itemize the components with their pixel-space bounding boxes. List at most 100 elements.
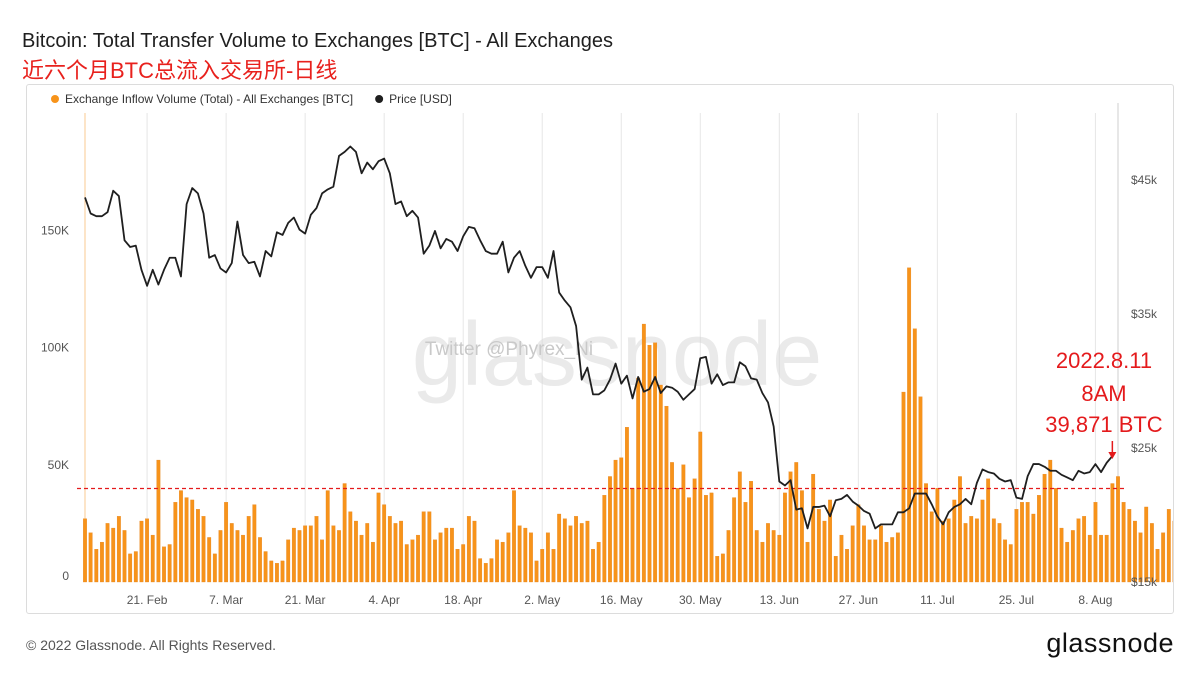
inflow-bar <box>1133 520 1137 583</box>
legend-label[interactable]: Exchange Inflow Volume (Total) - All Exc… <box>65 92 353 106</box>
legend-marker[interactable] <box>375 95 384 103</box>
annotation-text: 2022.8.11 <box>1056 348 1152 373</box>
inflow-bar <box>529 532 533 583</box>
inflow-bar <box>974 518 979 583</box>
y-left-tick-label: 0 <box>62 569 69 583</box>
inflow-bar <box>749 481 753 583</box>
inflow-bar <box>602 495 607 583</box>
inflow-bar <box>246 516 251 583</box>
inflow-bar <box>1020 502 1024 583</box>
inflow-bar <box>867 539 872 583</box>
inflow-bar <box>399 520 404 583</box>
inflow-bar <box>325 490 330 583</box>
inflow-bar <box>636 377 641 583</box>
legend-label[interactable]: Price [USD] <box>389 92 452 106</box>
inflow-bar <box>303 525 308 583</box>
inflow-bar <box>709 492 714 583</box>
inflow-bar <box>811 473 816 583</box>
inflow-bar <box>912 328 917 583</box>
inflow-bar <box>895 532 900 583</box>
inflow-bar <box>1155 549 1160 583</box>
x-tick-label: 27. Jun <box>839 593 878 607</box>
inflow-bar <box>562 518 567 583</box>
inflow-bar <box>692 478 697 583</box>
inflow-bar <box>884 541 889 583</box>
inflow-bar <box>387 516 392 583</box>
inflow-bar <box>1161 532 1166 583</box>
inflow-bar <box>1144 506 1149 583</box>
inflow-bar <box>269 560 274 583</box>
inflow-bar <box>1031 513 1036 583</box>
inflow-bar <box>1042 473 1047 583</box>
inflow-bar <box>839 534 844 583</box>
inflow-bar <box>466 516 471 583</box>
inflow-bar <box>483 563 488 583</box>
inflow-bar <box>991 518 996 583</box>
inflow-bar <box>218 530 223 583</box>
inflow-bar <box>308 525 313 583</box>
inflow-bar <box>963 523 968 583</box>
inflow-bar <box>100 541 104 583</box>
inflow-bar <box>94 549 99 583</box>
x-tick-label: 13. Jun <box>760 593 799 607</box>
inflow-bar <box>901 391 906 583</box>
inflow-bar <box>997 523 1002 583</box>
inflow-bar <box>1127 509 1132 583</box>
inflow-bar <box>167 544 172 583</box>
inflow-bar <box>969 516 974 583</box>
x-tick-label: 25. Jul <box>999 593 1034 607</box>
inflow-bar <box>545 532 550 583</box>
inflow-bar <box>568 525 573 583</box>
inflow-bar <box>630 488 635 583</box>
inflow-bar <box>873 539 878 583</box>
inflow-bar <box>455 549 460 583</box>
inflow-bar <box>737 471 742 583</box>
inflow-bar <box>1110 483 1115 583</box>
inflow-bar <box>523 527 528 583</box>
legend-marker[interactable] <box>51 95 59 103</box>
inflow-bar <box>958 476 962 583</box>
inflow-bar <box>805 541 810 583</box>
inflow-bar <box>574 516 578 583</box>
inflow-bar <box>365 523 370 583</box>
y-right-tick-label: $15k <box>1131 575 1158 589</box>
inflow-bar <box>280 560 285 583</box>
inflow-bar <box>579 523 584 583</box>
inflow-bar <box>670 462 674 583</box>
inflow-bar <box>625 427 629 583</box>
inflow-bar <box>619 457 624 583</box>
inflow-bar <box>438 532 443 583</box>
inflow-bar <box>935 488 940 583</box>
inflow-bar <box>557 513 562 583</box>
inflow-bar <box>506 532 511 583</box>
inflow-bar <box>1025 502 1030 583</box>
inflow-bar <box>551 549 556 583</box>
x-tick-label: 4. Apr <box>368 593 399 607</box>
inflow-bar <box>664 405 669 583</box>
inflow-bar <box>139 520 144 583</box>
x-tick-label: 11. Jul <box>920 593 954 607</box>
inflow-bar <box>133 551 138 583</box>
inflow-bar <box>258 537 262 583</box>
inflow-bar <box>687 497 691 583</box>
inflow-bar <box>320 539 324 583</box>
inflow-bar <box>128 553 133 583</box>
inflow-bar <box>845 549 849 583</box>
inflow-bar <box>291 527 296 583</box>
inflow-bar <box>478 558 483 583</box>
inflow-bar <box>348 511 353 583</box>
inflow-bar <box>698 431 703 583</box>
inflow-bar <box>828 499 833 583</box>
inflow-bar <box>433 539 437 583</box>
y-left-tick-label: 150K <box>41 223 69 237</box>
inflow-bar <box>1116 476 1120 583</box>
inflow-bar <box>331 525 336 583</box>
inflow-bar <box>1104 534 1109 583</box>
inflow-bar <box>517 525 522 583</box>
glassnode-logo[interactable]: glassnode <box>1046 628 1174 658</box>
annotation-arrow-head <box>1108 452 1117 460</box>
inflow-bar <box>591 549 595 583</box>
annotation-text: 8AM <box>1081 381 1126 406</box>
y-right-tick-label: $35k <box>1131 307 1158 321</box>
inflow-bar <box>235 530 240 583</box>
